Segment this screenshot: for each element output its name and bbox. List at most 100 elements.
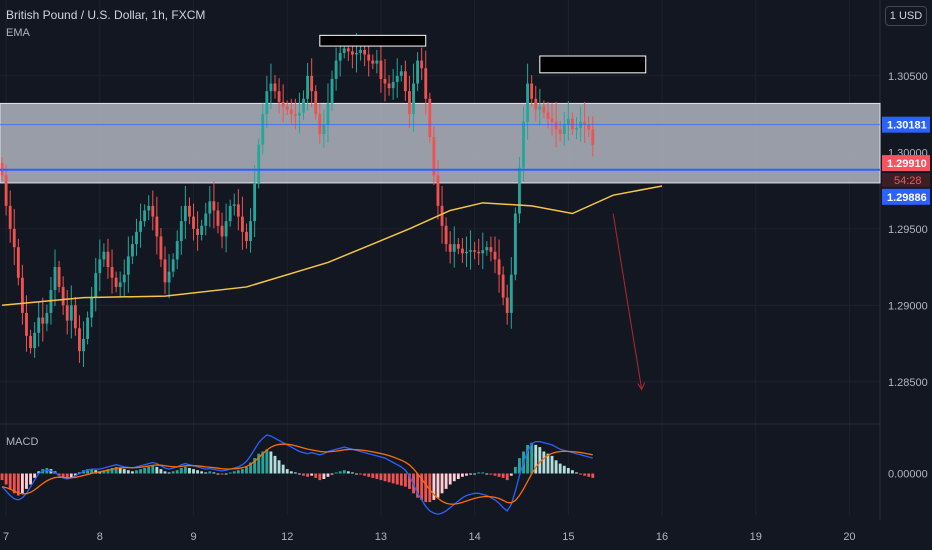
macd-histogram-bar [391,473,395,484]
indicator-label[interactable]: EMA [6,27,30,39]
price-tick-label: 1.29000 [888,300,928,312]
ema-polyline [1,185,663,307]
macd-histogram-bar [481,472,485,474]
horizontal-lines[interactable] [0,124,880,171]
candle-body [167,271,171,283]
annotation-boxes[interactable] [319,34,647,74]
macd-histogram-bar [534,444,538,474]
macd-histogram-bar [196,470,200,474]
macd-histogram-bar [265,449,269,474]
candle-body [179,221,183,242]
candle-body [110,267,114,278]
candle-body [12,228,16,248]
macd-histogram-bar [240,469,244,474]
macd-histogram-bar [383,473,387,482]
arrow-shaft[interactable] [612,213,643,390]
macd-histogram-bar [460,473,464,477]
annotation-box[interactable] [539,55,647,74]
time-axis[interactable]: 7 8 9 12 13 14 15 16 19 20 [3,531,856,543]
candle-body [53,267,57,290]
candle-body [118,282,122,287]
macd-histogram-bar [245,466,248,474]
macd-histogram-bar [200,471,204,474]
candle-body [448,244,452,252]
candle-body [558,129,562,134]
candle-body [387,83,391,89]
candle-body [122,274,126,283]
price-tag-box[interactable] [882,116,930,133]
macd-histogram-bar [371,473,375,478]
macd-histogram-bar [118,468,122,474]
macd-histogram-bar [298,473,301,475]
macd-histogram-bar [122,469,126,474]
macd-histogram-bar [330,473,334,475]
candle-body [192,216,195,229]
arrow-head[interactable] [637,382,646,391]
macd-histogram-bar [497,473,501,477]
macd-histogram-bar [526,444,530,474]
macd-histogram-bar [444,473,448,489]
candle-body [318,114,322,134]
macd-histogram-bar [147,466,151,474]
price-tag-box[interactable] [882,155,930,172]
price-tick-label: 1.30500 [888,71,928,83]
price-tag-label[interactable]: 1.29886 [887,192,927,204]
macd-histogram-bar [501,473,505,478]
macd-histogram-bar [346,471,350,474]
resistance-zone-rect[interactable] [0,102,881,184]
macd-histogram-bar [359,473,362,475]
price-tick-label: 1.29500 [888,224,928,236]
candle-body [371,60,375,64]
macd-histogram-bar [61,473,65,478]
macd-histogram-bar [587,473,591,477]
macd-histogram-bar [469,473,472,475]
candle-body [469,250,472,252]
time-tick-label: 9 [190,531,196,543]
macd-histogram-bar [513,466,517,474]
grid [0,0,881,520]
candle-body [513,213,517,275]
resistance-zone[interactable] [0,102,881,184]
currency-button[interactable]: 1 USD [885,6,927,26]
symbol-title[interactable]: British Pound / U.S. Dollar, 1h, FXCM [6,8,206,22]
macd-histogram-bar [550,455,554,474]
countdown-box [882,173,930,188]
candle-body [298,112,301,116]
macd-histogram-bar [192,469,195,474]
macd-histogram-bar [204,472,208,474]
candle-body [69,305,73,321]
candle-body [403,71,407,92]
candle-body [163,259,167,283]
candle-body [25,312,28,336]
candle-body [481,250,485,254]
macd-zero-label: 0.00000 [888,469,928,481]
target-arrow[interactable] [612,213,646,391]
candle-body [326,103,330,125]
candle-body [367,54,371,61]
macd-histogram-bar [505,473,509,481]
candle-body [29,335,32,349]
macd-histogram-bar [473,473,477,475]
candle-body [346,48,350,52]
candle-body [277,91,281,102]
candle-body [440,205,444,226]
candle-body [530,83,534,99]
candle-body [78,328,81,352]
annotation-box[interactable] [319,34,427,47]
macd-histogram-bar [575,472,578,474]
price-tag-box[interactable] [882,188,930,205]
candle-body [147,205,151,211]
macd-histogram-bar [456,473,460,479]
price-axis[interactable]: 1.305001.300001.295001.290001.285001.301… [882,71,930,481]
candle-body [212,201,216,211]
macd-histogram-bar [86,469,90,474]
candle-body [420,60,424,69]
macd-label[interactable]: MACD [6,436,39,448]
candle-body [395,75,399,82]
price-tag-label[interactable]: 1.30181 [887,120,927,132]
price-tag-label[interactable]: 1.29910 [887,158,927,170]
candle-body [126,256,130,275]
candle-body [465,251,468,254]
macd-histogram-bar [302,473,305,476]
